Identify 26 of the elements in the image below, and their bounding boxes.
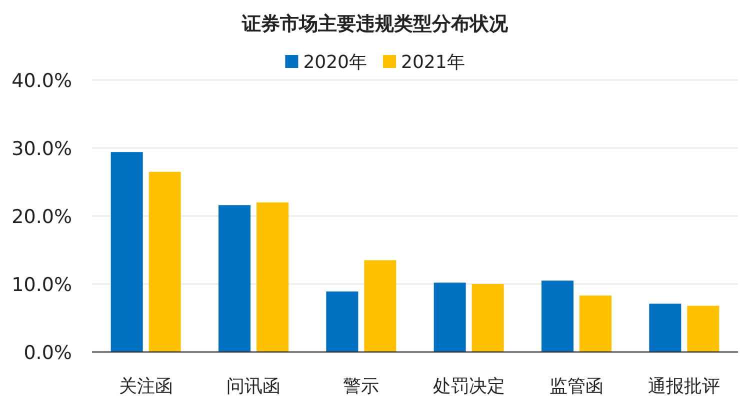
- x-tick-label: 监管函: [550, 376, 604, 397]
- bar: [580, 296, 612, 352]
- x-tick-label: 通报批评: [648, 376, 720, 397]
- x-tick-label: 处罚决定: [432, 376, 505, 397]
- legend-label: 2020年: [303, 52, 367, 73]
- legend-label: 2021年: [401, 52, 465, 73]
- y-tick-label: 40.0%: [12, 70, 72, 92]
- chart-title: 证券市场主要违规类型分布状况: [241, 13, 509, 35]
- bar: [326, 291, 358, 352]
- bar: [542, 280, 574, 352]
- bar: [472, 284, 504, 352]
- y-tick-label: 10.0%: [12, 274, 72, 296]
- bar: [364, 260, 396, 352]
- bar: [649, 304, 682, 352]
- bar: [148, 172, 181, 352]
- y-tick-label: 30.0%: [12, 138, 72, 160]
- x-tick-label: 警示: [343, 376, 380, 397]
- bar: [110, 152, 143, 352]
- bar: [218, 205, 250, 352]
- x-tick-label: 问讯函: [226, 376, 280, 397]
- bar: [434, 282, 466, 352]
- y-tick-label: 20.0%: [12, 206, 72, 228]
- bar: [687, 306, 720, 352]
- x-tick-label: 关注函: [118, 376, 173, 397]
- bar: [256, 202, 288, 352]
- y-tick-label: 0.0%: [24, 342, 72, 364]
